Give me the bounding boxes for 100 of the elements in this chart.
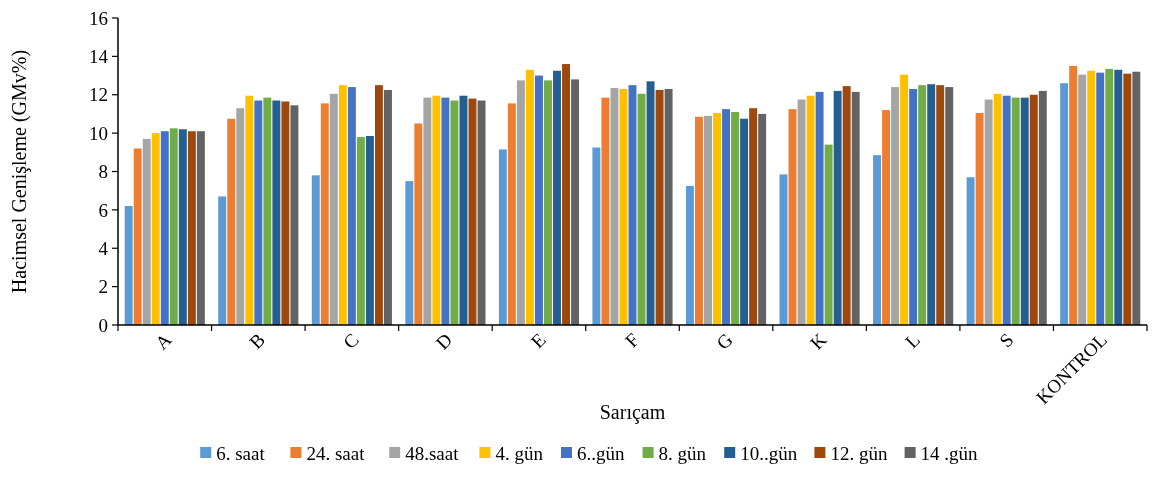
legend-label: 24. saat [306, 442, 366, 464]
x-tick-label: B [245, 328, 270, 353]
bar [218, 196, 227, 325]
bar [873, 155, 881, 325]
bar [281, 101, 290, 325]
bar [601, 97, 610, 325]
bar [374, 85, 383, 325]
legend-label: 14 .gün [920, 442, 979, 464]
bar [936, 85, 945, 325]
x-tick-label: G [712, 328, 738, 354]
x-axis-title: Sarıçam [599, 401, 666, 424]
bar [356, 136, 365, 325]
legend-label: 6..gün [577, 442, 625, 464]
bar [1011, 97, 1020, 325]
bar [384, 89, 392, 325]
bar [806, 95, 815, 325]
bar [142, 138, 151, 325]
bar [851, 91, 860, 325]
bar [610, 88, 619, 325]
bar [592, 147, 601, 325]
bar [553, 70, 561, 325]
bar [227, 118, 236, 325]
x-tick-label: L [900, 328, 924, 353]
bar [423, 97, 432, 325]
legend-label: 12. gün [830, 442, 888, 464]
legend-label: 6. saat [216, 442, 266, 464]
bar [909, 88, 918, 325]
bar [272, 100, 281, 325]
bar [432, 95, 441, 325]
y-tick-label: 12 [89, 84, 108, 106]
y-axis-title: Hacimsel Genişleme (GMv%) [8, 49, 31, 294]
y-tick-label: 6 [98, 199, 108, 221]
bar [151, 133, 160, 325]
bar [722, 109, 731, 325]
bar [160, 131, 169, 325]
bar [516, 80, 525, 325]
bar [797, 99, 806, 325]
bar [1002, 95, 1011, 325]
bar [338, 85, 347, 325]
bar [646, 81, 655, 325]
bar [758, 113, 767, 325]
bar [459, 95, 468, 325]
x-tick-label: F [621, 328, 644, 352]
bar [169, 128, 178, 325]
bar [1096, 72, 1105, 325]
bar [1105, 68, 1114, 325]
bar [749, 108, 758, 325]
legend-label: 4. gün [495, 442, 544, 464]
bar [815, 91, 824, 325]
bar [544, 80, 552, 325]
bar [1029, 94, 1038, 325]
bar [124, 206, 133, 325]
bar [731, 112, 740, 325]
bar [311, 175, 320, 325]
bar [365, 136, 374, 325]
bar [1114, 69, 1123, 325]
x-tick-label: A [151, 328, 176, 354]
bar [562, 64, 571, 325]
bar [833, 90, 842, 325]
bar [945, 87, 954, 325]
bar [966, 177, 975, 325]
bar [993, 93, 1002, 325]
bar [236, 108, 245, 325]
bar [842, 86, 851, 325]
bar [975, 112, 984, 325]
bar [405, 181, 414, 325]
bar [927, 84, 936, 325]
bar [704, 115, 712, 325]
bar [1069, 65, 1078, 325]
bar [713, 112, 721, 325]
bar [187, 131, 196, 325]
bar [900, 74, 909, 325]
bar [329, 93, 338, 325]
bar [290, 105, 299, 325]
bar [263, 97, 272, 325]
y-tick-label: 8 [98, 161, 108, 183]
bar [685, 185, 694, 325]
bar [450, 100, 459, 325]
bar [414, 123, 423, 325]
bar [1060, 83, 1069, 325]
bar [891, 87, 900, 325]
legend-label: 10..gün [740, 442, 798, 464]
bar [1087, 70, 1096, 325]
x-tick-label: E [526, 328, 550, 353]
bar [1020, 97, 1029, 325]
bar [571, 79, 580, 325]
x-tick-label: C [338, 328, 363, 353]
y-tick-label: 2 [98, 276, 108, 298]
bar [1132, 71, 1141, 325]
bar [664, 88, 673, 325]
bar [254, 100, 263, 325]
y-tick-label: 16 [89, 7, 108, 29]
bar [347, 87, 356, 325]
bar [525, 69, 534, 325]
y-tick-label: 10 [89, 122, 108, 144]
legend-label: 48.saat [405, 442, 460, 464]
y-tick-label: 14 [89, 46, 109, 68]
x-tick-label: K [805, 328, 831, 354]
y-tick-label: 4 [98, 237, 109, 259]
bar [655, 89, 664, 325]
